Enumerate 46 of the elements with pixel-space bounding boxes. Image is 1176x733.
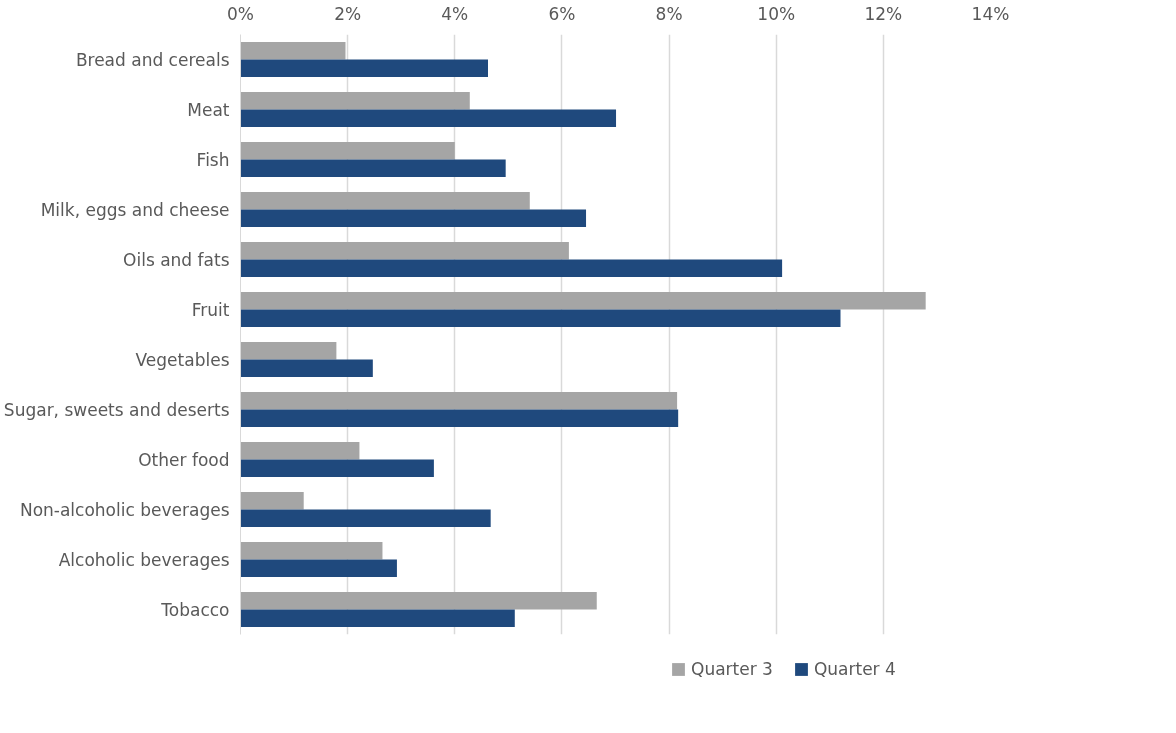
bar [240,442,360,460]
x-tick-label: 6% [548,3,576,24]
bar [240,59,488,77]
y-tick-label: Alcoholic beverages [58,549,230,570]
bar [240,359,373,377]
bar [240,592,597,610]
x-tick-label: 14% [971,3,1010,24]
bar [240,492,304,510]
bar [240,459,434,477]
bar [240,159,506,177]
bar [240,309,841,327]
y-tick-label: Fish [196,149,230,170]
bar [240,259,783,277]
x-tick-label: 10% [757,3,796,24]
y-tick-label: Fruit [191,299,230,320]
bar [240,409,679,427]
y-tick-label: Vegetables [135,349,230,370]
bar [240,342,337,360]
bar [240,292,926,310]
legend-label: Quarter 3 [691,659,773,679]
bar [240,109,617,127]
y-tick-label: Non-alcoholic beverages [19,499,230,520]
x-tick-label: 8% [655,3,683,24]
y-tick-label: Sugar, sweets and deserts [3,399,230,420]
x-tick-label: 2% [334,3,362,24]
bar [240,542,383,560]
x-tick-label: 4% [441,3,469,24]
legend-label: Quarter 4 [813,659,896,679]
bar [240,142,455,160]
x-tick-label: 0% [227,3,254,24]
y-tick-label: Milk, eggs and cheese [40,199,230,220]
bar [240,609,515,627]
y-tick-label: Meat [187,99,230,120]
bar [240,559,397,577]
y-tick-label: Bread and cereals [75,49,230,70]
bar [240,42,346,60]
y-tick-label: Other food [138,449,230,470]
bar [240,242,569,260]
y-tick-label: Tobacco [160,599,230,620]
bar [240,392,678,410]
y-tick-label: Oils and fats [123,249,230,270]
x-tick-label: 12% [864,3,903,24]
bar [240,92,470,110]
bar [240,209,587,227]
bar [240,509,491,527]
bar [240,192,530,210]
